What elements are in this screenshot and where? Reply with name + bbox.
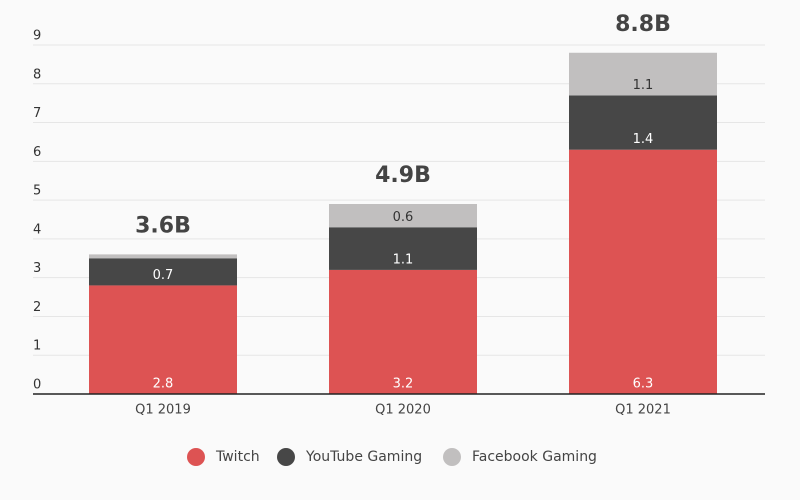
x-tick-label: Q1 2021 bbox=[615, 403, 671, 418]
bar-segment bbox=[89, 258, 237, 286]
y-tick-label: 3 bbox=[33, 261, 41, 276]
bar-segment bbox=[569, 52, 717, 96]
y-tick-label: 4 bbox=[33, 222, 41, 237]
x-tick-label: Q1 2019 bbox=[135, 403, 191, 418]
value-label: 0.7 bbox=[153, 268, 174, 283]
value-label: 6.3 bbox=[633, 377, 654, 392]
value-label: 2.8 bbox=[153, 377, 174, 392]
y-tick-label: 6 bbox=[33, 145, 41, 160]
bar-segment bbox=[329, 269, 477, 394]
total-label: 3.6B bbox=[135, 213, 191, 238]
legend-swatch bbox=[443, 448, 461, 466]
legend-label: Twitch bbox=[215, 449, 260, 465]
value-label: 1.4 bbox=[633, 132, 654, 147]
y-tick-label: 8 bbox=[33, 67, 41, 82]
total-label: 4.9B bbox=[375, 163, 431, 188]
y-tick-label: 9 bbox=[33, 29, 41, 44]
value-label: 3.2 bbox=[393, 377, 414, 392]
y-tick-label: 5 bbox=[33, 184, 41, 199]
bar-segment bbox=[569, 149, 717, 394]
value-label: 0.6 bbox=[393, 210, 414, 225]
bar-segment bbox=[89, 254, 237, 259]
y-tick-label: 0 bbox=[33, 378, 41, 393]
legend-swatch bbox=[277, 448, 295, 466]
total-label: 8.8B bbox=[615, 12, 671, 37]
legend-label: Facebook Gaming bbox=[472, 449, 597, 465]
y-tick-label: 2 bbox=[33, 300, 41, 315]
y-tick-label: 7 bbox=[33, 106, 41, 121]
bar-segment bbox=[329, 203, 477, 228]
legend-label: YouTube Gaming bbox=[305, 449, 422, 465]
bar-segment bbox=[329, 227, 477, 270]
value-label: 1.1 bbox=[393, 252, 414, 267]
value-label: 1.1 bbox=[633, 78, 654, 93]
legend-swatch bbox=[187, 448, 205, 466]
bar-segment bbox=[89, 285, 237, 394]
y-tick-label: 1 bbox=[33, 339, 41, 354]
bar-segment bbox=[569, 95, 717, 150]
x-tick-label: Q1 2020 bbox=[375, 403, 431, 418]
